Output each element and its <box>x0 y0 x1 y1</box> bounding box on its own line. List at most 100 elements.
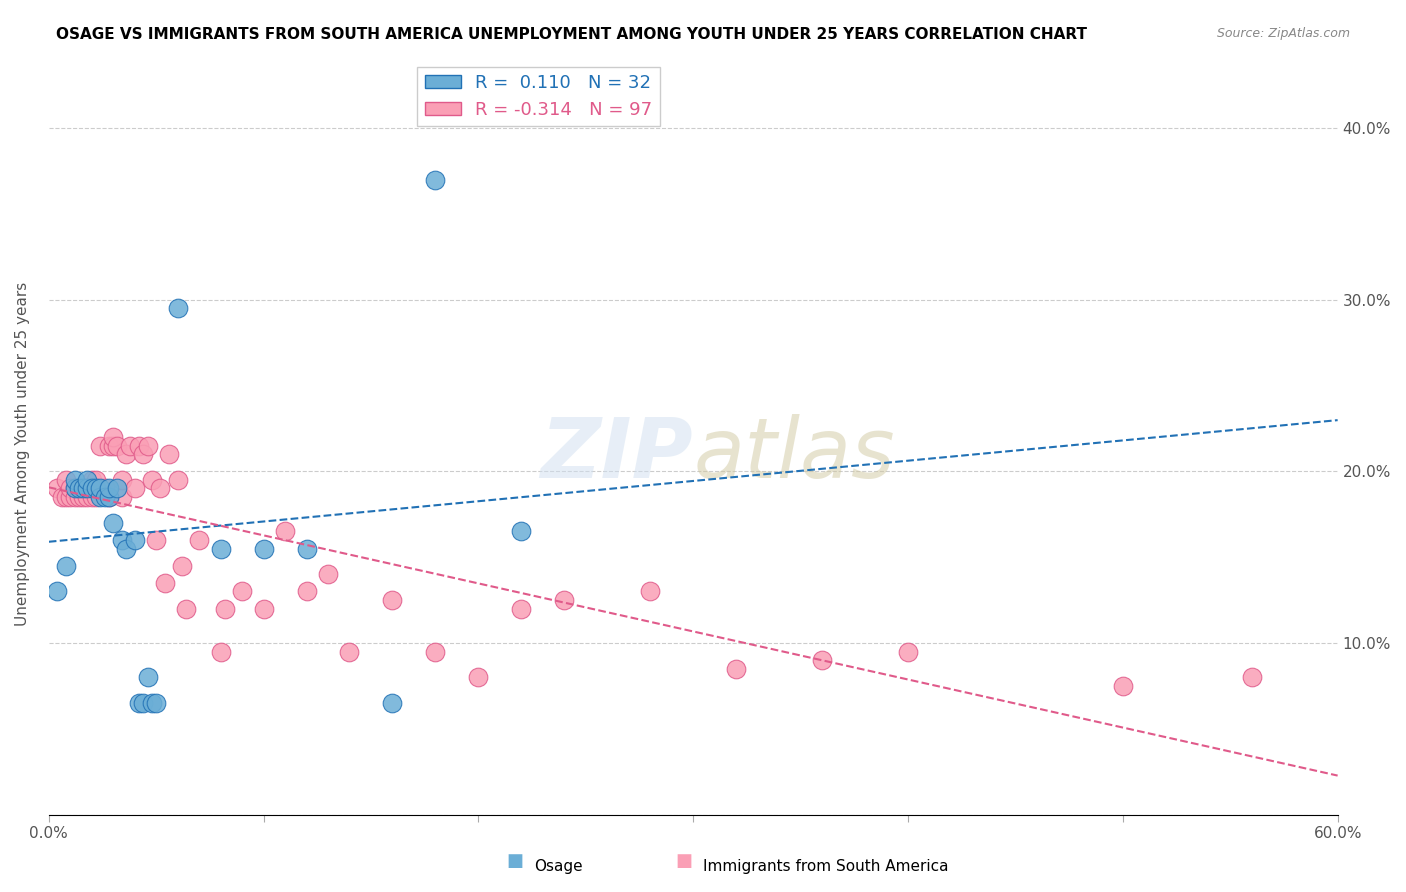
Immigrants from South America <box>188 533 211 547</box>
Immigrants from South America <box>274 524 297 539</box>
Immigrants from South America <box>149 482 172 496</box>
Immigrants from South America <box>72 490 94 504</box>
Osage <box>115 541 138 556</box>
Osage <box>145 696 167 710</box>
Immigrants from South America <box>231 584 253 599</box>
Immigrants from South America <box>67 490 90 504</box>
Osage <box>55 558 77 573</box>
Immigrants from South America <box>59 490 82 504</box>
Immigrants from South America <box>89 439 111 453</box>
Immigrants from South America <box>811 653 834 667</box>
Text: Source: ZipAtlas.com: Source: ZipAtlas.com <box>1216 27 1350 40</box>
Text: Immigrants from South America: Immigrants from South America <box>703 859 949 874</box>
Osage <box>136 670 159 684</box>
Text: Osage: Osage <box>534 859 583 874</box>
Text: atlas: atlas <box>693 414 894 495</box>
Osage <box>425 172 447 186</box>
Immigrants from South America <box>84 473 107 487</box>
Immigrants from South America <box>897 644 920 658</box>
Immigrants from South America <box>553 593 575 607</box>
Text: ■: ■ <box>675 852 692 870</box>
Legend: R =  0.110   N = 32, R = -0.314   N = 97: R = 0.110 N = 32, R = -0.314 N = 97 <box>418 67 659 127</box>
Osage <box>132 696 155 710</box>
Immigrants from South America <box>103 439 125 453</box>
Immigrants from South America <box>76 490 98 504</box>
Immigrants from South America <box>136 439 159 453</box>
Osage <box>72 482 94 496</box>
Osage <box>103 516 125 530</box>
Osage <box>46 584 69 599</box>
Immigrants from South America <box>97 439 120 453</box>
Osage <box>63 473 86 487</box>
Text: ■: ■ <box>506 852 523 870</box>
Immigrants from South America <box>55 490 77 504</box>
Immigrants from South America <box>46 482 69 496</box>
Osage <box>128 696 150 710</box>
Osage <box>76 482 98 496</box>
Text: ZIP: ZIP <box>540 414 693 495</box>
Osage <box>381 696 404 710</box>
Immigrants from South America <box>295 584 318 599</box>
Immigrants from South America <box>141 473 163 487</box>
Y-axis label: Unemployment Among Youth under 25 years: Unemployment Among Youth under 25 years <box>15 282 30 626</box>
Immigrants from South America <box>157 447 180 461</box>
Osage <box>97 490 120 504</box>
Immigrants from South America <box>103 430 125 444</box>
Osage <box>209 541 232 556</box>
Immigrants from South America <box>97 490 120 504</box>
Immigrants from South America <box>120 439 142 453</box>
Immigrants from South America <box>51 490 73 504</box>
Osage <box>111 533 134 547</box>
Osage <box>63 482 86 496</box>
Immigrants from South America <box>84 490 107 504</box>
Osage <box>89 482 111 496</box>
Immigrants from South America <box>80 473 103 487</box>
Immigrants from South America <box>1240 670 1263 684</box>
Immigrants from South America <box>166 473 188 487</box>
Osage <box>107 482 129 496</box>
Immigrants from South America <box>111 473 134 487</box>
Immigrants from South America <box>638 584 661 599</box>
Immigrants from South America <box>153 575 176 590</box>
Osage <box>93 490 115 504</box>
Immigrants from South America <box>124 482 146 496</box>
Immigrants from South America <box>174 601 197 615</box>
Osage <box>295 541 318 556</box>
Immigrants from South America <box>467 670 489 684</box>
Immigrants from South America <box>725 662 748 676</box>
Osage <box>80 482 103 496</box>
Immigrants from South America <box>93 482 115 496</box>
Osage <box>166 301 188 316</box>
Osage <box>76 473 98 487</box>
Osage <box>510 524 533 539</box>
Immigrants from South America <box>128 439 150 453</box>
Osage <box>97 482 120 496</box>
Immigrants from South America <box>170 558 193 573</box>
Immigrants from South America <box>209 644 232 658</box>
Immigrants from South America <box>316 567 339 582</box>
Osage <box>124 533 146 547</box>
Immigrants from South America <box>76 482 98 496</box>
Immigrants from South America <box>80 490 103 504</box>
Osage <box>84 482 107 496</box>
Osage <box>252 541 274 556</box>
Immigrants from South America <box>381 593 404 607</box>
Immigrants from South America <box>63 482 86 496</box>
Immigrants from South America <box>55 473 77 487</box>
Immigrants from South America <box>425 644 447 658</box>
Osage <box>67 482 90 496</box>
Osage <box>141 696 163 710</box>
Immigrants from South America <box>252 601 274 615</box>
Immigrants from South America <box>115 447 138 461</box>
Immigrants from South America <box>111 490 134 504</box>
Immigrants from South America <box>339 644 361 658</box>
Osage <box>89 490 111 504</box>
Immigrants from South America <box>132 447 155 461</box>
Immigrants from South America <box>145 533 167 547</box>
Text: OSAGE VS IMMIGRANTS FROM SOUTH AMERICA UNEMPLOYMENT AMONG YOUTH UNDER 25 YEARS C: OSAGE VS IMMIGRANTS FROM SOUTH AMERICA U… <box>56 27 1087 42</box>
Immigrants from South America <box>214 601 236 615</box>
Immigrants from South America <box>59 482 82 496</box>
Immigrants from South America <box>1112 679 1135 693</box>
Immigrants from South America <box>63 490 86 504</box>
Immigrants from South America <box>510 601 533 615</box>
